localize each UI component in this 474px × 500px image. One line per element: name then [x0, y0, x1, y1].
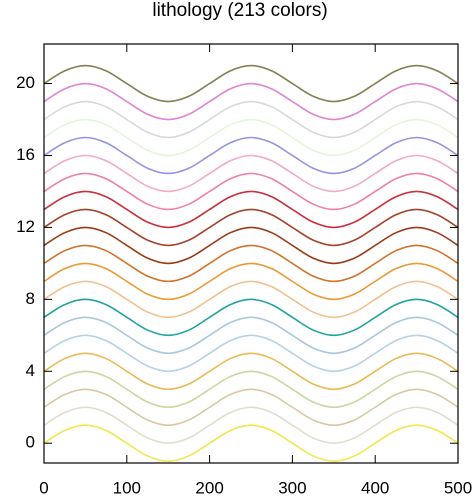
x-tick-label: 500	[444, 478, 472, 497]
line	[43, 172, 459, 211]
line	[43, 208, 459, 247]
line	[43, 424, 459, 463]
line	[43, 118, 459, 157]
line	[43, 64, 459, 103]
x-tick-label: 300	[278, 478, 306, 497]
line	[43, 352, 459, 391]
line	[43, 244, 459, 283]
y-tick-label: 4	[26, 361, 35, 380]
line	[43, 334, 459, 373]
line	[43, 406, 459, 445]
chart-title: lithology (213 colors)	[152, 0, 327, 21]
line	[43, 100, 459, 139]
y-tick-label: 0	[26, 433, 35, 452]
line	[43, 262, 459, 301]
line	[43, 388, 459, 427]
plot-frame	[43, 43, 459, 464]
y-tick-label: 12	[16, 217, 35, 236]
line	[43, 280, 459, 319]
line	[43, 154, 459, 193]
x-tick-label: 100	[113, 478, 141, 497]
x-tick-label: 400	[361, 478, 389, 497]
line	[43, 136, 459, 175]
x-tick-label: 200	[195, 478, 223, 497]
line	[43, 82, 459, 121]
y-tick-label: 8	[26, 289, 35, 308]
line	[43, 226, 459, 265]
y-tick-label: 16	[16, 145, 35, 164]
line	[43, 298, 459, 337]
line	[43, 370, 459, 409]
line	[43, 316, 459, 355]
line	[43, 190, 459, 229]
y-tick-label: 20	[16, 73, 35, 92]
x-tick-label: 0	[39, 478, 48, 497]
